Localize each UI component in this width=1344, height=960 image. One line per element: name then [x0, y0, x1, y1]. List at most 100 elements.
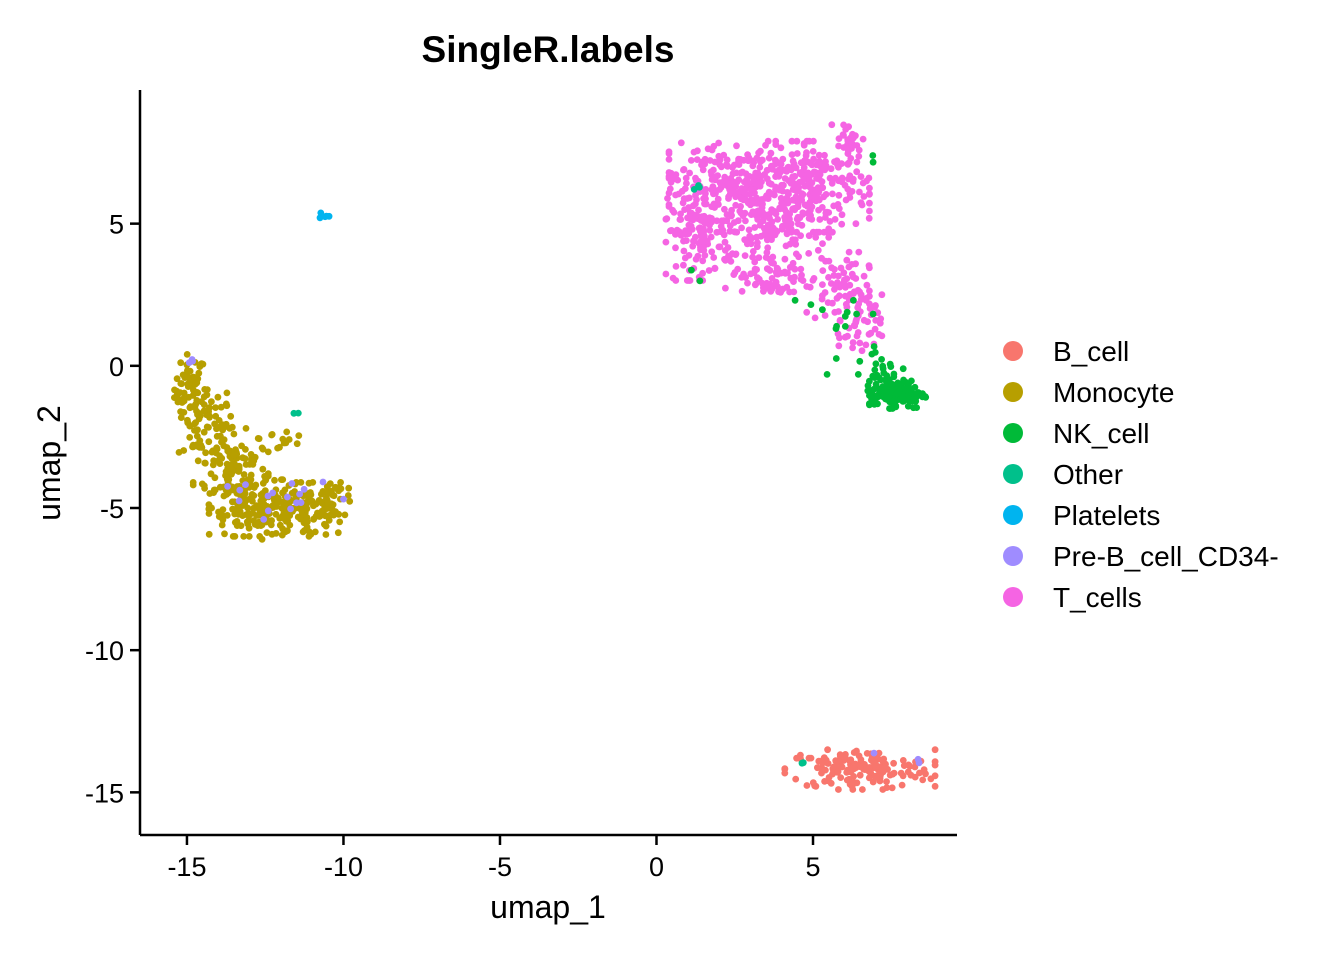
- point-nk-cell: [832, 355, 840, 362]
- point-monocyte: [230, 451, 238, 459]
- point-t-cells: [824, 299, 832, 306]
- point-t-cells: [821, 151, 828, 159]
- point-t-cells: [831, 216, 839, 223]
- point-monocyte: [299, 528, 307, 536]
- point-t-cells: [714, 195, 722, 203]
- point-b-cell: [834, 768, 842, 775]
- point-t-cells: [731, 269, 739, 276]
- point-nk-cell: [872, 360, 880, 368]
- point-t-cells: [771, 156, 779, 164]
- point-t-cells: [666, 185, 674, 193]
- point-monocyte: [303, 500, 311, 508]
- point-t-cells: [835, 142, 842, 150]
- point-nk-cell: [869, 152, 877, 159]
- point-monocyte: [259, 465, 267, 473]
- point-monocyte: [202, 449, 210, 457]
- point-monocyte: [194, 411, 201, 418]
- legend-key-other: [1003, 464, 1023, 484]
- y-ticks: -15 -10 -5 0 5: [85, 210, 140, 808]
- point-t-cells: [733, 142, 740, 150]
- point-monocyte: [262, 476, 269, 484]
- point-monocyte: [283, 499, 290, 507]
- point-t-cells: [785, 190, 792, 198]
- point-t-cells: [776, 205, 784, 213]
- point-b-cell: [919, 776, 927, 784]
- point-t-cells: [866, 287, 873, 295]
- point-t-cells: [706, 226, 714, 234]
- point-t-cells: [720, 231, 728, 239]
- point-monocyte: [323, 483, 331, 490]
- point-t-cells: [838, 211, 846, 219]
- point-t-cells: [764, 282, 771, 289]
- point-t-cells: [769, 253, 777, 261]
- point-monocyte: [282, 510, 289, 517]
- point-t-cells: [866, 305, 874, 312]
- point-nk-cell: [914, 389, 922, 396]
- point-t-cells: [716, 186, 723, 193]
- point-t-cells: [753, 200, 761, 207]
- point-monocyte: [305, 492, 312, 500]
- point-nk-cell: [906, 395, 913, 403]
- point-t-cells: [788, 137, 796, 145]
- point-pre-b-cell-cd34-: [319, 478, 327, 486]
- point-monocyte: [198, 480, 206, 488]
- point-t-cells: [829, 190, 836, 198]
- point-b-cell: [888, 784, 896, 792]
- point-monocyte: [194, 389, 202, 397]
- point-nk-cell: [882, 388, 890, 395]
- point-monocyte: [345, 484, 353, 492]
- y-tick-label: 5: [109, 210, 124, 240]
- point-t-cells: [687, 157, 695, 164]
- point-t-cells: [728, 206, 735, 214]
- point-b-cell: [916, 769, 923, 777]
- point-monocyte: [180, 447, 188, 454]
- point-b-cell: [859, 786, 866, 793]
- point-t-cells: [711, 264, 719, 272]
- point-monocyte: [212, 449, 220, 457]
- point-t-cells: [789, 157, 797, 165]
- point-monocyte: [263, 529, 271, 536]
- point-t-cells: [822, 191, 830, 198]
- x-axis-title: umap_1: [490, 889, 606, 925]
- point-b-cell: [821, 759, 829, 766]
- point-t-cells: [866, 207, 873, 215]
- point-t-cells: [747, 186, 755, 193]
- point-t-cells: [852, 220, 860, 228]
- point-t-cells: [805, 215, 813, 222]
- point-t-cells: [693, 156, 701, 164]
- point-monocyte: [224, 447, 232, 455]
- point-b-cell: [911, 763, 919, 771]
- point-t-cells: [715, 139, 722, 147]
- point-t-cells: [878, 291, 886, 299]
- point-nk-cell: [869, 372, 877, 380]
- point-t-cells: [866, 199, 873, 207]
- point-t-cells: [818, 295, 826, 303]
- point-b-cell: [863, 750, 871, 757]
- point-b-cell: [837, 762, 845, 770]
- point-nk-cell: [841, 323, 849, 330]
- point-monocyte: [186, 422, 194, 430]
- point-t-cells: [665, 169, 673, 176]
- point-monocyte: [230, 430, 238, 438]
- point-nk-cell: [882, 383, 890, 391]
- point-t-cells: [783, 230, 791, 238]
- point-t-cells: [818, 178, 826, 186]
- y-axis-title: umap_2: [31, 405, 67, 521]
- point-monocyte: [209, 461, 217, 469]
- point-t-cells: [770, 260, 777, 267]
- point-t-cells: [700, 237, 707, 245]
- point-t-cells: [853, 158, 861, 166]
- point-monocyte: [246, 512, 253, 519]
- point-t-cells: [754, 239, 761, 247]
- point-t-cells: [827, 165, 835, 173]
- point-t-cells: [677, 210, 684, 218]
- point-monocyte: [220, 425, 227, 432]
- point-t-cells: [821, 312, 829, 319]
- point-nk-cell: [886, 405, 894, 412]
- point-t-cells: [840, 276, 848, 284]
- point-b-cell: [872, 763, 880, 771]
- point-t-cells: [733, 169, 740, 177]
- point-nk-cell: [864, 382, 872, 390]
- point-nk-cell: [872, 380, 880, 388]
- point-t-cells: [825, 209, 833, 216]
